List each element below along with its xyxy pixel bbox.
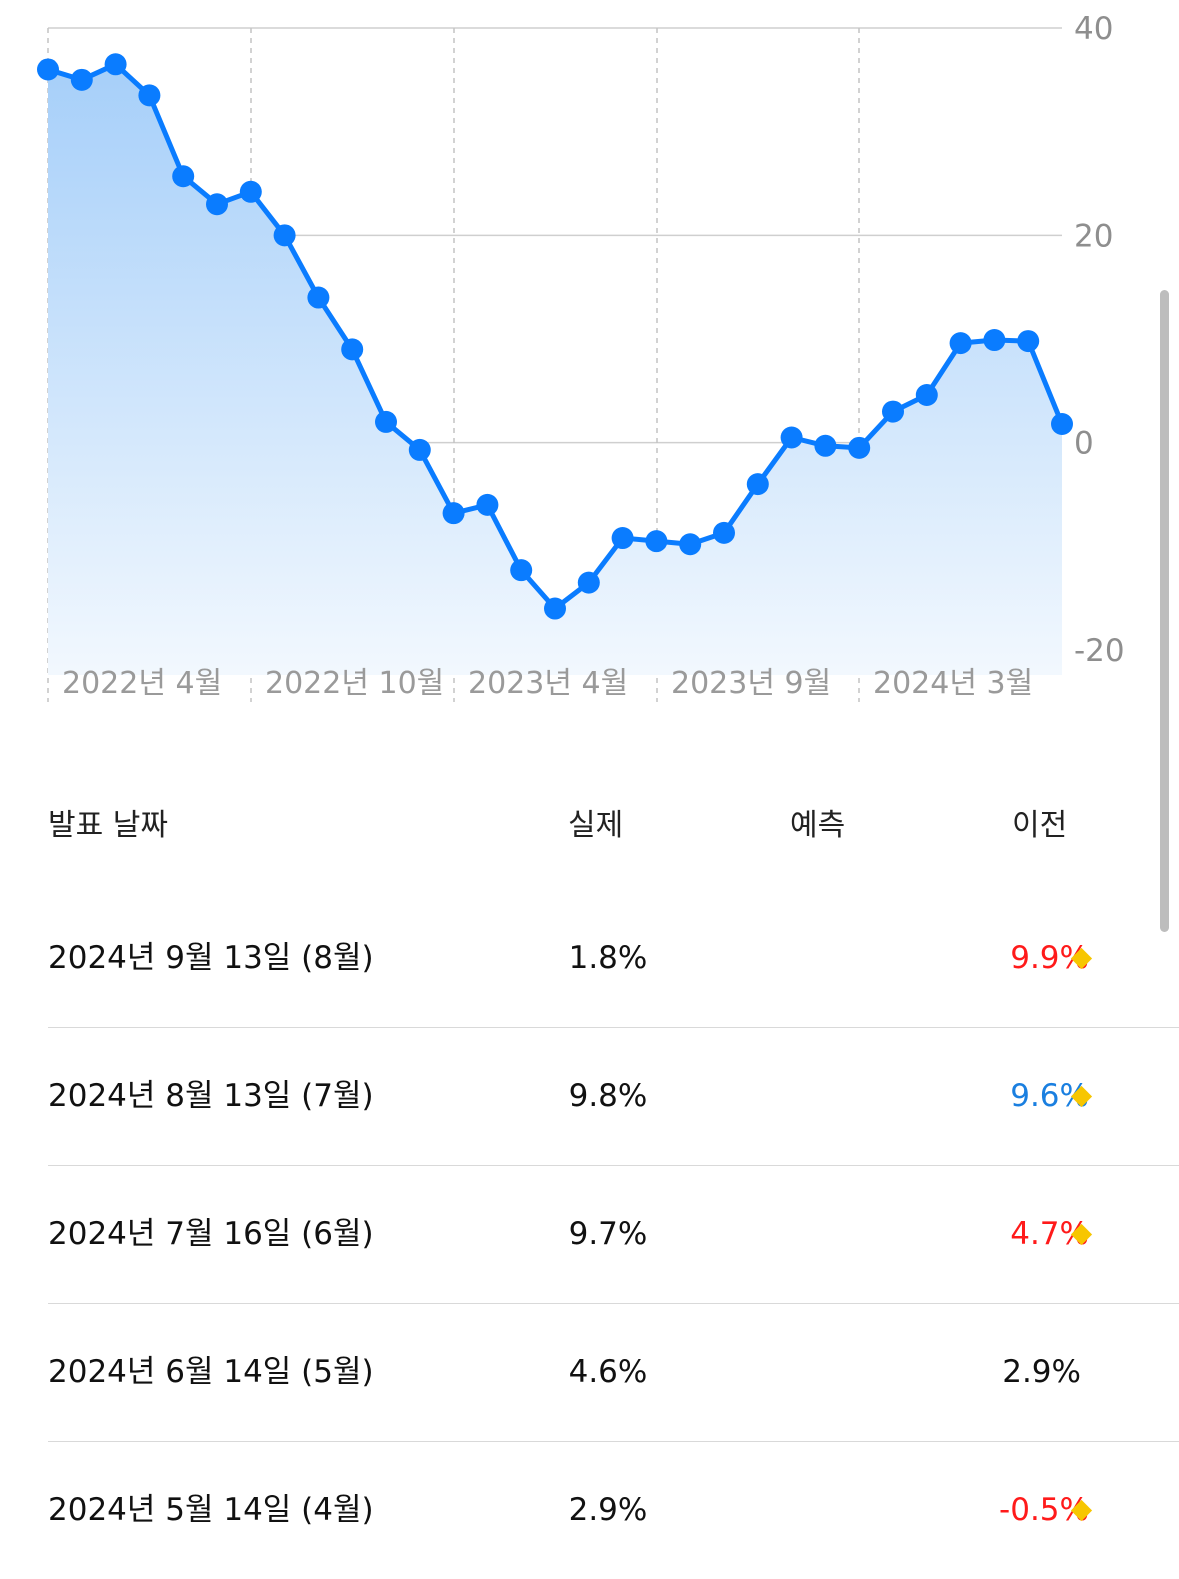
y-tick-label: 40 (1074, 11, 1113, 47)
data-point[interactable] (882, 400, 904, 423)
data-point[interactable] (70, 68, 93, 91)
table-row[interactable]: 2024년 8월 13일 (7월) 9.8% 9.6% (48, 1028, 1179, 1166)
y-axis: 40 20 0 -20 (1074, 11, 1125, 669)
data-point[interactable] (206, 193, 228, 216)
data-point[interactable] (104, 53, 127, 76)
x-tick-label: 2023년 4월 (468, 666, 628, 701)
scrollbar[interactable] (1160, 290, 1169, 932)
x-tick-label: 2022년 10월 (265, 666, 444, 701)
previous-value: 2.9% (1002, 1354, 1081, 1390)
data-point[interactable] (645, 530, 668, 553)
data-point[interactable] (746, 473, 769, 496)
table-header: 발표 날짜 실제 예측 이전 (0, 790, 1179, 850)
actual-value: 2.9% (568, 1492, 648, 1528)
release-date: 2024년 9월 13일 (8월) (48, 940, 374, 976)
data-point[interactable] (949, 332, 972, 355)
actual-value: 4.6% (568, 1354, 648, 1390)
x-tick-label: 2024년 3월 (873, 666, 1033, 701)
line-area-chart[interactable]: 40 20 0 -20 2022년 4월 2022년 10월 2023년 4월 2023년 … (0, 0, 1179, 720)
y-tick-label: 20 (1074, 218, 1113, 254)
header-forecast: 예측 (790, 808, 846, 843)
data-point[interactable] (544, 597, 566, 620)
data-point[interactable] (1017, 330, 1040, 353)
chart-area (48, 64, 1062, 676)
x-tick-label: 2023년 9월 (671, 666, 831, 701)
actual-value: 1.8% (568, 940, 648, 976)
release-date: 2024년 5월 14일 (4월) (48, 1492, 374, 1528)
data-point[interactable] (679, 533, 702, 556)
data-point[interactable] (510, 559, 533, 582)
table-row[interactable]: 2024년 6월 14일 (5월) 4.6% 2.9% (48, 1304, 1179, 1442)
data-point[interactable] (983, 329, 1006, 352)
data-point[interactable] (408, 438, 431, 461)
data-point[interactable] (138, 84, 161, 107)
data-point[interactable] (577, 571, 600, 594)
area-fill (48, 64, 1062, 676)
x-tick-label: 2022년 4월 (62, 666, 222, 701)
x-axis: 2022년 4월 2022년 10월 2023년 4월 2023년 9월 2024년 3… (62, 666, 1033, 701)
table-row[interactable]: 2024년 5월 14일 (4월) 2.9% -0.5% (48, 1442, 1179, 1579)
data-point[interactable] (273, 224, 296, 247)
chart-series (37, 53, 1073, 620)
data-point[interactable] (713, 521, 735, 544)
data-point[interactable] (814, 434, 837, 457)
data-point[interactable] (611, 527, 634, 550)
table-row[interactable]: 2024년 7월 16일 (6월) 9.7% 4.7% (48, 1166, 1179, 1304)
actual-value: 9.8% (568, 1078, 648, 1114)
data-point[interactable] (341, 338, 364, 361)
data-point[interactable] (37, 58, 59, 81)
y-tick-label: -20 (1074, 633, 1125, 669)
y-tick-label: 0 (1074, 426, 1094, 462)
data-point[interactable] (476, 493, 499, 516)
data-point[interactable] (307, 286, 330, 309)
data-point[interactable] (848, 436, 871, 459)
data-point[interactable] (780, 426, 803, 449)
header-date: 발표 날짜 (48, 808, 168, 843)
header-previous: 이전 (1012, 808, 1068, 843)
data-point[interactable] (375, 410, 397, 433)
data-point[interactable] (172, 165, 195, 188)
release-table: 2024년 9월 13일 (8월) 1.8% 9.9% 2024년 8월 13일… (0, 890, 1179, 1562)
data-point[interactable] (442, 502, 465, 525)
actual-value: 9.7% (568, 1216, 648, 1252)
table-row[interactable]: 2024년 9월 13일 (8월) 1.8% 9.9% (48, 890, 1179, 1028)
release-date: 2024년 7월 16일 (6월) (48, 1216, 374, 1252)
release-date: 2024년 8월 13일 (7월) (48, 1078, 374, 1114)
release-date: 2024년 6월 14일 (5월) (48, 1354, 374, 1390)
data-point[interactable] (1051, 413, 1073, 436)
data-point[interactable] (239, 180, 262, 203)
header-actual: 실제 (568, 808, 624, 843)
data-point[interactable] (915, 383, 938, 406)
